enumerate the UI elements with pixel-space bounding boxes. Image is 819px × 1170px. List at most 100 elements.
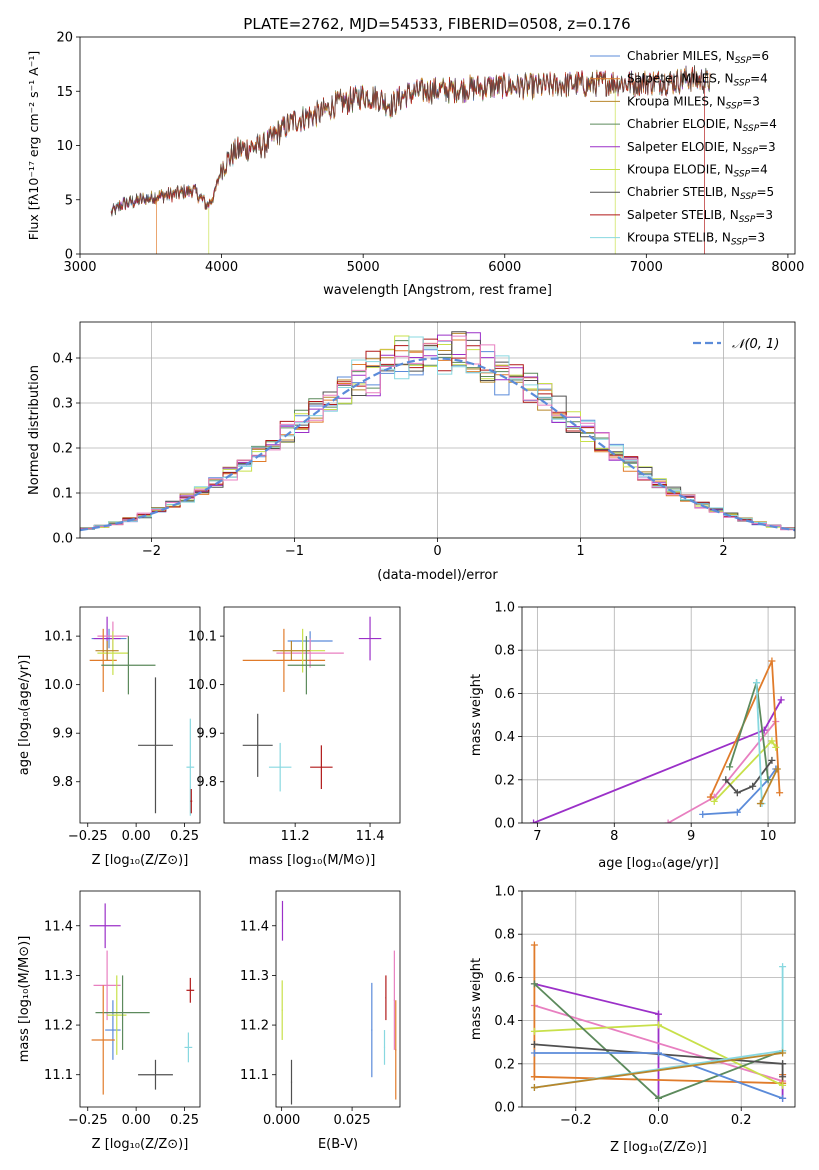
axes-frame <box>79 890 201 1108</box>
x-tick-label: 5000 <box>347 260 380 275</box>
errorbar-point <box>242 628 326 692</box>
x-tick-label: 0.00 <box>122 1113 151 1128</box>
y-tick-label: 0.6 <box>494 971 515 986</box>
x-tick-label: 1 <box>576 544 584 559</box>
errorbar-point <box>97 631 129 675</box>
legend-label: Kroupa STELIB, NSSP=3 <box>627 231 765 248</box>
weight-marker <box>530 1049 538 1057</box>
x-tick-label: 8000 <box>771 260 804 275</box>
x-tick-label: 0.0 <box>648 1113 669 1128</box>
y-tick-label: 20 <box>56 31 73 46</box>
weight-series-salpeter_elodie <box>534 983 659 1015</box>
errorbar-point <box>186 977 195 1003</box>
axes-frame <box>223 606 401 824</box>
legend-label: Salpeter ELODIE, NSSP=3 <box>627 140 776 157</box>
errorbar-point <box>276 638 344 668</box>
weight-marker <box>664 819 672 823</box>
errorbar-point <box>281 900 284 941</box>
x-axis-label: Z [log₁₀(Z/Z⊙)] <box>92 1137 189 1152</box>
x-axis-label: mass [log₁₀(M/M⊙)] <box>249 853 376 868</box>
weight-series-kroupa_stelib <box>755 682 763 804</box>
weight-marker <box>530 1027 538 1035</box>
weight-marker <box>655 1094 662 1102</box>
legend-label: Chabrier ELODIE, NSSP=4 <box>627 117 777 134</box>
legend-value: =3 <box>742 94 760 108</box>
x-tick-label: −0.25 <box>68 829 108 844</box>
y-tick-label: 0.2 <box>494 773 515 788</box>
y-tick-label: 10.1 <box>44 630 73 645</box>
axes-weight_vs_Z: −0.2 0.0 0.2 0.0 0.2 0.4 0.6 0.8 1.0 Z [log₁₀(Z/Z… <box>469 885 796 1155</box>
weight-marker <box>779 1049 787 1057</box>
y-tick-label: 9.8 <box>196 775 217 790</box>
x-tick-label: 9 <box>687 829 695 844</box>
legend-label: Kroupa ELODIE, NSSP=4 <box>627 163 768 180</box>
y-tick-label: 11.4 <box>240 919 269 934</box>
age_vs_Z-plot <box>89 616 195 816</box>
axes-frame <box>521 606 796 824</box>
weight-series-kroupa_miles <box>759 768 779 804</box>
weight-marker <box>772 743 780 751</box>
legend-label: Salpeter MILES, NSSP=4 <box>627 72 768 89</box>
legend-label: Chabrier MILES, NSSP=6 <box>627 49 769 66</box>
weight-marker <box>753 679 761 687</box>
weight-marker <box>706 793 714 801</box>
legend-subscript: SSP <box>734 79 751 89</box>
errorbar-point <box>358 616 382 661</box>
weight-marker <box>733 789 741 797</box>
weight-marker <box>779 1081 787 1089</box>
x-tick-label: 0.25 <box>170 829 199 844</box>
axes-age_vs_Z: −0.25 0.00 0.25 9.8 9.9 10.0 10.1 Z [log₁₀(Z/Z⊙… <box>17 606 201 868</box>
weight-marker <box>710 797 718 805</box>
weight-marker <box>776 789 784 797</box>
legend-text: Salpeter ELODIE, N <box>627 140 741 154</box>
legend-text: Kroupa STELIB, N <box>627 231 731 245</box>
y-tick-label: 5 <box>65 193 73 208</box>
y-tick-label: 0 <box>65 248 73 263</box>
weight-marker <box>733 808 741 816</box>
histogram-kroupa_stelib <box>80 336 795 532</box>
errorbar-point <box>290 1059 293 1105</box>
weight_vs_Z-plot <box>530 941 787 1102</box>
x-tick-label: 0.00 <box>122 829 151 844</box>
errorbar-point <box>101 636 156 695</box>
y-tick-label: 0.0 <box>494 1101 515 1116</box>
legend-value: =5 <box>757 185 775 199</box>
x-tick-label: 0.2 <box>731 1113 752 1128</box>
y-tick-label: 11.2 <box>44 1019 73 1034</box>
legend-value: =3 <box>747 231 765 245</box>
y-tick-label: 10.1 <box>188 630 217 645</box>
legend-text: Chabrier MILES, N <box>627 49 735 63</box>
weight-marker <box>722 776 730 784</box>
histogram-legend: 𝒩(0, 1) <box>693 337 779 352</box>
legend-label: Kroupa MILES, NSSP=3 <box>627 94 760 111</box>
y-tick-label: 10 <box>56 139 73 154</box>
axes-frame <box>521 890 796 1108</box>
errorbar-point <box>281 980 283 1040</box>
errorbar-point <box>105 1000 121 1060</box>
errorbar-point <box>385 975 387 1021</box>
y-tick-label: 11.3 <box>44 969 73 984</box>
weight-marker <box>768 657 776 665</box>
errorbar-point <box>242 713 273 777</box>
x-tick-label: 7 <box>533 829 541 844</box>
weight-series-pink <box>534 1004 783 1082</box>
weight-marker <box>699 810 707 818</box>
y-tick-label: 0.8 <box>494 928 515 943</box>
errorbar-point <box>186 718 195 816</box>
legend-value: =4 <box>750 72 768 86</box>
weight-marker <box>530 980 538 988</box>
legend-subscript: SSP <box>731 238 748 248</box>
legend-subscript: SSP <box>740 192 757 202</box>
weight-marker <box>655 1010 662 1018</box>
x-tick-label: −0.25 <box>68 1113 108 1128</box>
weight-marker <box>756 800 764 808</box>
errorbar-point <box>93 950 121 1021</box>
legend-text: Kroupa MILES, N <box>627 94 726 108</box>
legend-text: Chabrier ELODIE, N <box>627 117 743 131</box>
x-tick-label: 11.2 <box>281 829 310 844</box>
mass_vs_Z-plot <box>89 903 195 1095</box>
y-tick-label: 0.8 <box>494 644 515 659</box>
errorbar-point <box>89 628 117 692</box>
weight-marker <box>530 1040 538 1048</box>
axes-frame <box>275 890 401 1108</box>
